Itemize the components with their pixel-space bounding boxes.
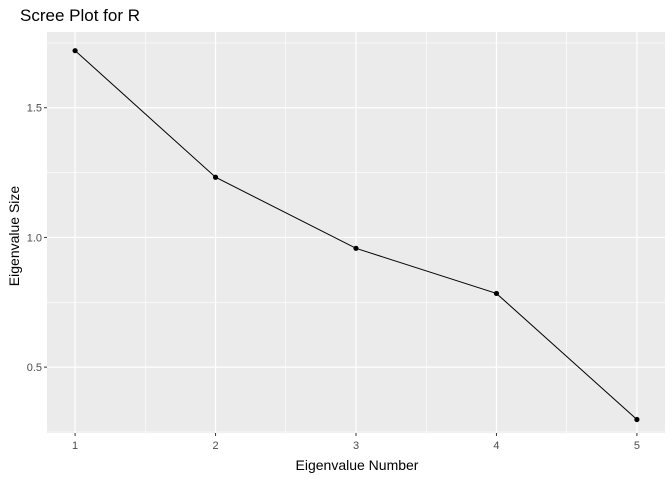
y-tick-label: 0.5	[27, 362, 42, 374]
series-points-group	[72, 48, 640, 423]
data-point	[72, 48, 78, 54]
major-gridlines	[47, 32, 665, 433]
chart-title: Scree Plot for R	[20, 6, 140, 25]
x-tick-label: 1	[72, 440, 78, 452]
x-axis-ticks: 1 2 3 4 5	[72, 433, 640, 452]
x-tick-label: 2	[212, 440, 218, 452]
x-tick-label: 3	[353, 440, 359, 452]
y-tick-label: 1.0	[27, 232, 42, 244]
data-point	[634, 416, 640, 423]
x-tick-label: 4	[493, 440, 499, 452]
data-point	[353, 245, 359, 251]
y-axis-ticks: 0.5 1.0 1.5	[27, 103, 47, 374]
y-tick-label: 1.5	[27, 103, 42, 115]
data-point	[493, 290, 500, 297]
x-axis-title: Eigenvalue Number	[296, 457, 419, 473]
data-point	[212, 174, 219, 180]
y-axis-title: Eigenvalue Size	[6, 186, 22, 287]
x-tick-label: 5	[634, 440, 640, 452]
